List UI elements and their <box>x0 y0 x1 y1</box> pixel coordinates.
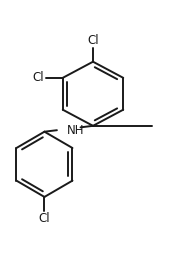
Text: NH: NH <box>67 124 85 137</box>
Text: Cl: Cl <box>33 71 44 84</box>
Text: Cl: Cl <box>39 212 50 225</box>
Text: Cl: Cl <box>87 33 99 47</box>
